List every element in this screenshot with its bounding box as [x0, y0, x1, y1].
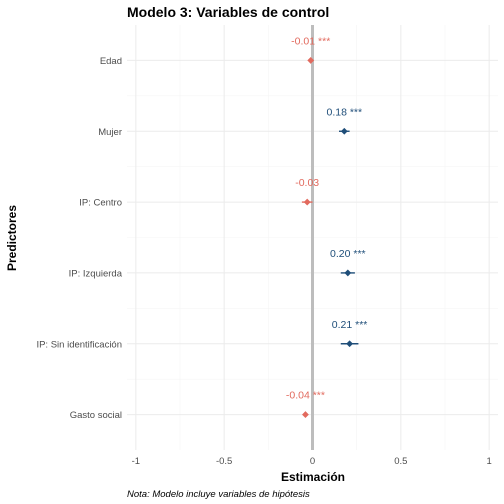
- y-axis-title: Predictores: [5, 205, 19, 271]
- chart-title: Modelo 3: Variables de control: [127, 4, 329, 20]
- estimate-point: [344, 269, 352, 277]
- x-axis-title: Estimación: [281, 470, 345, 484]
- estimate-label: -0.03: [295, 177, 319, 189]
- estimate-label: -0.01 ***: [291, 35, 330, 47]
- estimate-label: 0.18 ***: [326, 106, 362, 118]
- chart-caption: Nota: Modelo incluye variables de hipóte…: [127, 489, 310, 500]
- x-tick-label: 0.5: [394, 456, 407, 467]
- x-tick-label: -0.5: [216, 456, 232, 467]
- estimate-point: [346, 340, 353, 348]
- y-tick-label: IP: Centro: [79, 198, 122, 209]
- x-axis-tick-labels: -1 -0.5 0 0.5 1: [132, 456, 492, 467]
- y-tick-label: IP: Sin identificación: [36, 339, 122, 350]
- y-tick-label: Mujer: [98, 127, 122, 138]
- y-tick-label: IP: Izquierda: [69, 268, 123, 279]
- estimate-point: [340, 127, 348, 135]
- x-tick-label: 0: [310, 456, 315, 467]
- x-tick-label: 1: [487, 456, 492, 467]
- estimate-label: -0.04 ***: [286, 390, 325, 402]
- coefficient-marks: -0.01 *** 0.18 *** -0.03 0.20 *** 0.21 *** -0…: [286, 35, 368, 418]
- estimate-point: [307, 57, 315, 64]
- x-tick-label: -1: [132, 456, 140, 467]
- estimate-label: 0.21 ***: [332, 319, 368, 331]
- estimate-point: [303, 198, 311, 206]
- estimate-label: 0.20 ***: [330, 248, 366, 260]
- y-axis-tick-labels: Edad Mujer IP: Centro IP: Izquierda IP: Sin …: [36, 56, 122, 421]
- y-tick-label: Gasto social: [70, 410, 122, 421]
- estimate-point: [302, 411, 309, 418]
- y-tick-label: Edad: [100, 56, 122, 67]
